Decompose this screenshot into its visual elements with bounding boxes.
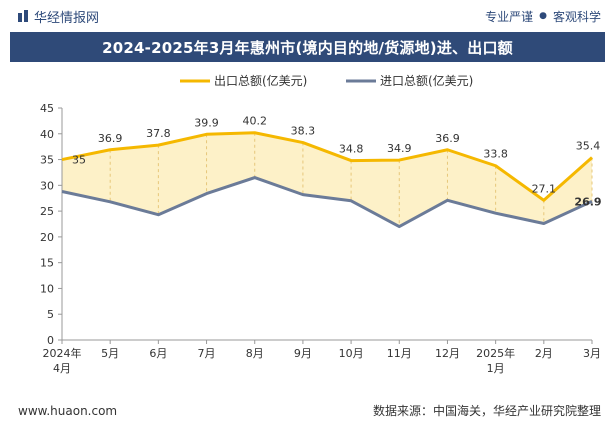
line-chart: 0 5 10 15 20 25 30 35 40 45 2024年 4月 5月 6月 7月 8月 9月 10月 11… (40, 73, 602, 375)
y-tick-label: 25 (40, 205, 54, 218)
import-data-label: 26.9 (574, 195, 601, 208)
chart-title-bar: 2024-2025年3月年惠州市(境内目的地/货源地)进、出口额 (10, 32, 605, 62)
x-tick-label: 7月 (198, 347, 216, 360)
export-data-label: 39.9 (194, 116, 219, 129)
brand: 华经情报网 (18, 7, 99, 26)
x-tick-label: 2024年 (43, 346, 82, 360)
x-tick-label: 1月 (487, 362, 505, 375)
bullet-dot-icon: ● (539, 11, 547, 21)
y-tick-label: 30 (40, 179, 54, 192)
export-data-label: 34.8 (339, 143, 364, 156)
export-data-label: 36.9 (435, 132, 460, 145)
brand-name: 华经情报网 (34, 10, 100, 26)
x-tick-label: 2025年 (476, 346, 515, 360)
y-tick-label: 10 (40, 282, 54, 295)
top-bar: 华经情报网 专业严谨 ● 客观科学 (0, 0, 615, 32)
x-tick-label: 11月 (387, 347, 412, 360)
footer: www.huaon.com 数据来源：中国海关，华经产业研究院整理 (0, 394, 615, 427)
y-tick-label: 45 (40, 102, 54, 115)
export-data-label: 33.8 (483, 148, 508, 161)
slogan-tag-1: 专业严谨 (485, 9, 534, 24)
legend-label-import: 进口总额(亿美元) (380, 73, 473, 88)
y-tick-label: 15 (40, 257, 54, 270)
legend-label-export: 出口总额(亿美元) (214, 73, 307, 88)
x-tick-label: 10月 (339, 347, 364, 360)
y-tick-label: 0 (47, 334, 54, 347)
export-series-line (61, 131, 593, 202)
x-tick-label: 2月 (535, 347, 553, 360)
export-data-label: 35 (72, 154, 86, 167)
x-tick-label: 4月 (53, 362, 71, 375)
y-tick-label: 35 (40, 154, 54, 167)
x-tick-label: 6月 (149, 347, 167, 360)
y-tick-label: 20 (40, 231, 54, 244)
x-tick-label: 8月 (246, 347, 264, 360)
export-data-label: 27.1 (532, 182, 557, 195)
footer-source: 数据来源：中国海关，华经产业研究院整理 (372, 404, 601, 418)
export-data-label: 38.3 (291, 125, 316, 138)
slogan-tag-2: 客观科学 (552, 9, 601, 24)
footer-website: www.huaon.com (18, 403, 118, 418)
x-tick-label: 3月 (583, 347, 601, 360)
export-data-label: 34.9 (387, 142, 412, 155)
export-data-label: 40.2 (242, 115, 267, 128)
export-data-label: 37.8 (146, 127, 171, 140)
export-data-label: 35.4 (576, 139, 601, 152)
y-tick-label: 40 (40, 128, 54, 141)
x-tick-label: 9月 (294, 347, 312, 360)
import-series-line (61, 176, 593, 229)
y-tick-label: 5 (47, 308, 54, 321)
export-data-label: 36.9 (98, 132, 123, 145)
chart-title: 2024-2025年3月年惠州市(境内目的地/货源地)进、出口额 (102, 38, 513, 57)
x-tick-label: 12月 (435, 347, 460, 360)
x-tick-label: 5月 (101, 347, 119, 360)
brand-logo-icon (18, 10, 28, 22)
slogan: 专业严谨 ● 客观科学 (485, 8, 601, 25)
